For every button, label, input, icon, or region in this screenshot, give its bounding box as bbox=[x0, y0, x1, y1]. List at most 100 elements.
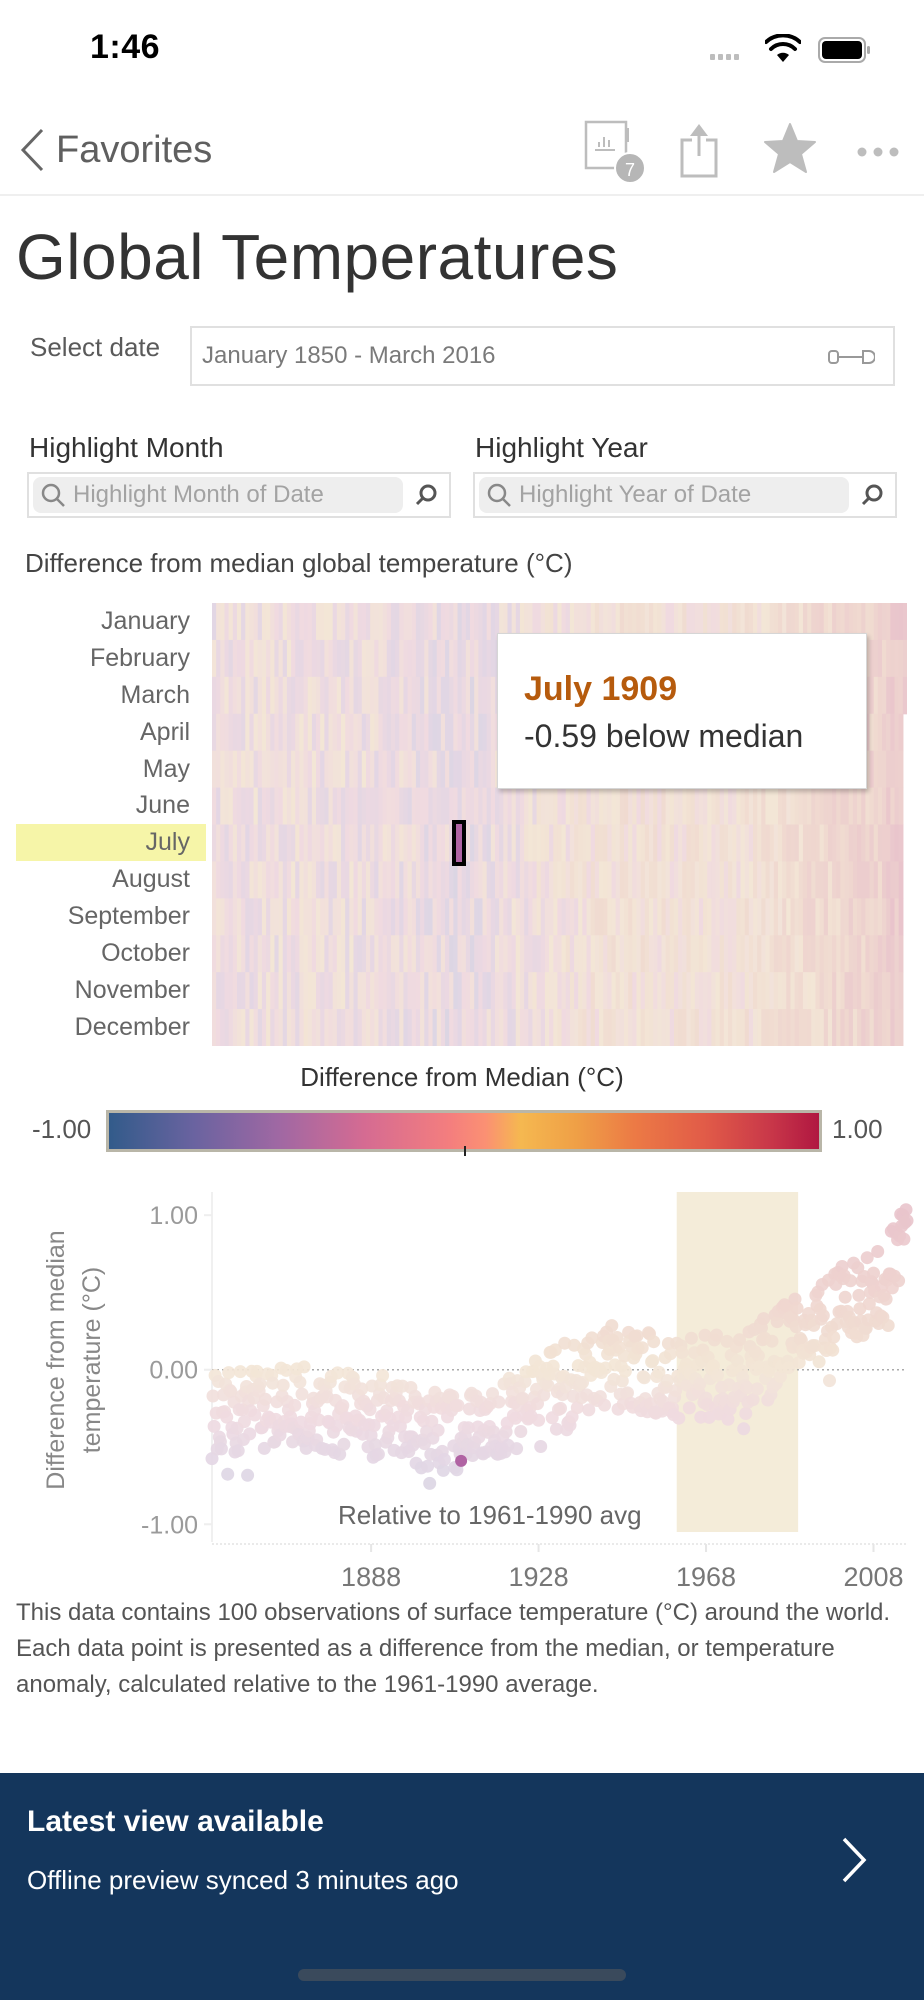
heatmap-cell[interactable] bbox=[245, 1009, 251, 1046]
heatmap-cell[interactable] bbox=[644, 935, 650, 973]
heatmap-cell[interactable] bbox=[711, 1009, 717, 1046]
heatmap-cell[interactable] bbox=[286, 787, 292, 826]
heatmap-cell[interactable] bbox=[453, 935, 459, 973]
heatmap-cell[interactable] bbox=[461, 750, 467, 789]
heatmap-cell[interactable] bbox=[669, 824, 675, 863]
heatmap-cell[interactable] bbox=[869, 750, 875, 789]
heatmap-cell[interactable] bbox=[224, 603, 230, 641]
heatmap-cell[interactable] bbox=[744, 935, 750, 973]
heatmap-cell[interactable] bbox=[216, 787, 221, 826]
heatmap-cell[interactable] bbox=[395, 676, 400, 715]
heatmap-cell[interactable] bbox=[336, 639, 342, 678]
heatmap-cell[interactable] bbox=[490, 824, 496, 863]
heatmap-cell[interactable] bbox=[553, 898, 559, 936]
heatmap-cell[interactable] bbox=[586, 935, 592, 973]
heatmap-cell[interactable] bbox=[436, 1009, 442, 1046]
heatmap-cell[interactable] bbox=[216, 713, 221, 752]
heatmap-cell[interactable] bbox=[540, 787, 546, 826]
heatmap-cell[interactable] bbox=[428, 935, 434, 973]
heatmap-cell[interactable] bbox=[628, 787, 633, 826]
heatmap-cell[interactable] bbox=[636, 787, 642, 826]
heatmap-cell[interactable] bbox=[553, 787, 559, 826]
heatmap-cell[interactable] bbox=[574, 787, 579, 826]
heatmap-cell[interactable] bbox=[519, 603, 525, 641]
heatmap-cell[interactable] bbox=[295, 750, 300, 789]
heatmap-cell[interactable] bbox=[461, 603, 467, 641]
heatmap-cell[interactable] bbox=[270, 750, 276, 789]
heatmap-cell[interactable] bbox=[365, 861, 371, 899]
heatmap-cell[interactable] bbox=[482, 861, 488, 899]
heatmap-cell[interactable] bbox=[873, 713, 879, 752]
heatmap-cell[interactable] bbox=[424, 676, 430, 715]
heatmap-cell[interactable] bbox=[395, 898, 400, 936]
heatmap-cell[interactable] bbox=[482, 787, 488, 826]
heatmap-cell[interactable] bbox=[611, 861, 617, 899]
heatmap-cell[interactable] bbox=[865, 1009, 871, 1046]
heatmap-cell[interactable] bbox=[370, 787, 375, 826]
heatmap-cell[interactable] bbox=[403, 676, 409, 715]
highlight-year-search[interactable] bbox=[473, 472, 897, 518]
heatmap-cell[interactable] bbox=[295, 603, 300, 641]
heatmap-cell[interactable] bbox=[703, 603, 708, 641]
heatmap-cell[interactable] bbox=[669, 1009, 675, 1046]
heatmap-cell[interactable] bbox=[245, 824, 251, 863]
heatmap-cell[interactable] bbox=[353, 935, 359, 973]
heatmap-cell[interactable] bbox=[619, 1009, 625, 1046]
heatmap-cell[interactable] bbox=[224, 898, 230, 936]
heatmap-cell[interactable] bbox=[882, 639, 887, 678]
heatmap-cell[interactable] bbox=[790, 861, 796, 899]
heatmap-cell[interactable] bbox=[582, 787, 588, 826]
heatmap-cell[interactable] bbox=[886, 713, 891, 752]
heatmap-cell[interactable] bbox=[274, 861, 280, 899]
heatmap-cell[interactable] bbox=[361, 824, 367, 863]
heatmap-cell[interactable] bbox=[790, 898, 796, 936]
heatmap-cell[interactable] bbox=[723, 898, 729, 936]
heatmap-cell[interactable] bbox=[840, 935, 846, 973]
heatmap-cell[interactable] bbox=[657, 824, 663, 863]
heatmap-cell[interactable] bbox=[744, 861, 750, 899]
heatmap-cell[interactable] bbox=[865, 935, 871, 973]
heatmap-cell[interactable] bbox=[420, 898, 425, 936]
heatmap-cell[interactable] bbox=[869, 639, 875, 678]
heatmap-cell[interactable] bbox=[690, 787, 696, 826]
heatmap-cell[interactable] bbox=[236, 750, 242, 789]
scatter-point[interactable] bbox=[355, 1382, 369, 1396]
heatmap-cell[interactable] bbox=[628, 861, 633, 899]
heatmap-cell[interactable] bbox=[769, 1009, 775, 1046]
heatmap-cell[interactable] bbox=[594, 603, 600, 641]
heatmap-cell[interactable] bbox=[549, 1009, 554, 1046]
heatmap-cell[interactable] bbox=[873, 972, 879, 1010]
heatmap-cell[interactable] bbox=[457, 1009, 463, 1046]
heatmap-cell[interactable] bbox=[732, 824, 737, 863]
scatter-point[interactable] bbox=[330, 1419, 344, 1433]
heatmap-cell[interactable] bbox=[632, 972, 638, 1010]
heatmap-cell[interactable] bbox=[786, 898, 792, 936]
heatmap-cell[interactable] bbox=[232, 676, 238, 715]
heatmap-cell[interactable] bbox=[282, 676, 288, 715]
heatmap-cell[interactable] bbox=[740, 787, 746, 826]
heatmap-cell[interactable] bbox=[844, 603, 850, 641]
heatmap-cell[interactable] bbox=[886, 750, 891, 789]
heatmap-cell[interactable] bbox=[615, 787, 621, 826]
heatmap-cell[interactable] bbox=[782, 787, 787, 826]
heatmap-cell[interactable] bbox=[515, 935, 521, 973]
heatmap-cell[interactable] bbox=[461, 713, 467, 752]
heatmap-cell[interactable] bbox=[711, 603, 717, 641]
heatmap-cell[interactable] bbox=[578, 1009, 583, 1046]
heatmap-cell[interactable] bbox=[432, 787, 438, 826]
heatmap-cell[interactable] bbox=[278, 787, 284, 826]
heatmap-cell[interactable] bbox=[624, 603, 629, 641]
heatmap-cell[interactable] bbox=[261, 750, 267, 789]
heatmap-cell[interactable] bbox=[436, 787, 442, 826]
heatmap-cell[interactable] bbox=[424, 787, 430, 826]
heatmap-cell[interactable] bbox=[253, 935, 259, 973]
heatmap-cell[interactable] bbox=[245, 898, 251, 936]
heatmap-cell[interactable] bbox=[561, 935, 567, 973]
heatmap-cell[interactable] bbox=[390, 676, 396, 715]
heatmap-cell[interactable] bbox=[761, 935, 767, 973]
heatmap-cell[interactable] bbox=[865, 676, 871, 715]
heatmap-cell[interactable] bbox=[378, 861, 384, 899]
heatmap-cell[interactable] bbox=[686, 898, 692, 936]
heatmap-cell[interactable] bbox=[865, 898, 871, 936]
scatter-point[interactable] bbox=[554, 1401, 567, 1415]
